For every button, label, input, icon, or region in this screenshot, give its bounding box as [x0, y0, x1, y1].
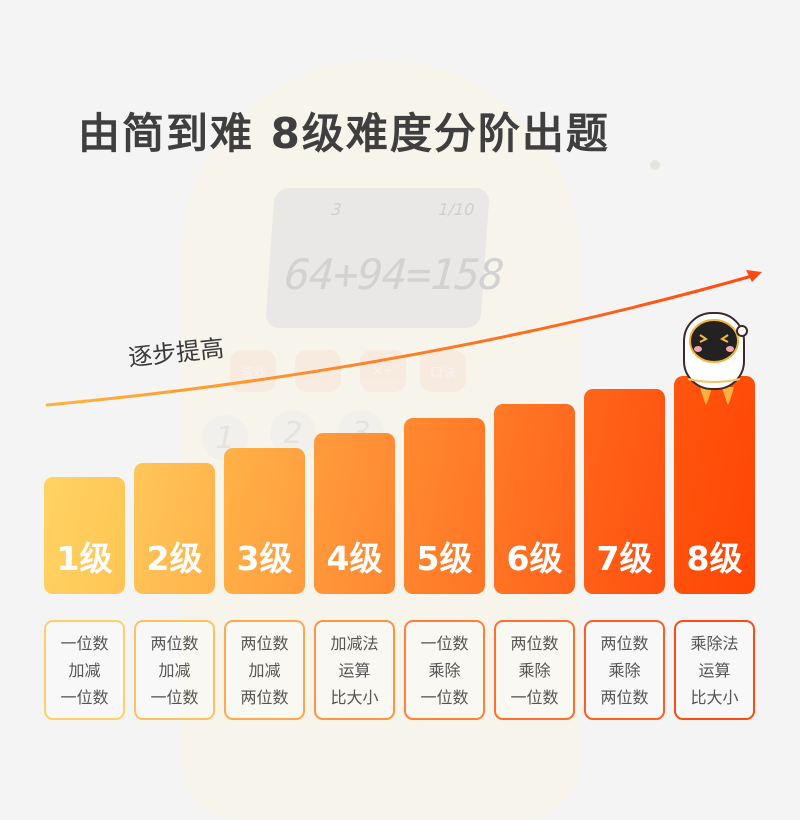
level-bar-7: 7级	[584, 389, 665, 594]
level-description-2: 两位数 加减 一位数	[134, 620, 215, 720]
description-line: 加减	[158, 660, 191, 680]
description-line: 运算	[698, 660, 731, 680]
level-description-7: 两位数 乘除 两位数	[584, 620, 665, 720]
description-line: 乘除法	[690, 633, 739, 653]
description-line: 一位数	[60, 633, 109, 653]
device-key-game: 游戏	[230, 350, 276, 392]
growth-arrow	[45, 270, 762, 407]
level-label: 8级	[686, 539, 743, 578]
description-line: 一位数	[420, 687, 469, 707]
level-bar-8: 8级	[674, 376, 755, 594]
device-key-rhyme: 口诀	[420, 350, 466, 392]
description-line: 两位数	[510, 633, 559, 653]
page-title: 由简到难 8级难度分阶出题	[78, 109, 610, 158]
description-line: 乘除	[428, 660, 461, 680]
level-label: 7级	[596, 539, 653, 578]
robot-mascot-icon	[683, 312, 748, 405]
level-label: 3级	[236, 539, 293, 578]
level-label: 6级	[506, 539, 563, 578]
description-line: 两位数	[240, 633, 289, 653]
level-description-6: 两位数 乘除 一位数	[494, 620, 575, 720]
description-line: 两位数	[600, 633, 649, 653]
level-bar-4: 4级	[314, 433, 395, 594]
description-line: 加减法	[330, 633, 379, 653]
description-line: 两位数	[150, 633, 199, 653]
description-line: 两位数	[600, 687, 649, 707]
description-line: 加减	[68, 660, 101, 680]
level-description-1: 一位数 加减 一位数	[44, 620, 125, 720]
description-line: 运算	[338, 660, 371, 680]
level-label: 5级	[416, 539, 473, 578]
level-bar-1: 1级	[44, 477, 125, 594]
description-line: 一位数	[420, 633, 469, 653]
description-line: 比大小	[690, 687, 739, 707]
level-description-4: 加减法 运算 比大小	[314, 620, 395, 720]
level-bar-5: 5级	[404, 418, 485, 594]
level-label: 2级	[146, 539, 203, 578]
level-label: 4级	[326, 539, 383, 578]
level-bar-6: 6级	[494, 404, 575, 594]
description-line: 加减	[248, 660, 281, 680]
description-line: 一位数	[60, 687, 109, 707]
level-description-5: 一位数 乘除 一位数	[404, 620, 485, 720]
level-bar-2: 2级	[134, 463, 215, 594]
description-line: 比大小	[330, 687, 379, 707]
description-line: 一位数	[510, 687, 559, 707]
description-line: 一位数	[150, 687, 199, 707]
level-label: 1级	[56, 539, 113, 578]
description-line: 两位数	[240, 687, 289, 707]
description-line: 乘除	[518, 660, 551, 680]
level-description-8: 乘除法 运算 比大小	[674, 620, 755, 720]
device-indicator-dot	[650, 160, 660, 170]
level-bar-3: 3级	[224, 448, 305, 594]
level-description-3: 两位数 加减 两位数	[224, 620, 305, 720]
description-line: 乘除	[608, 660, 641, 680]
